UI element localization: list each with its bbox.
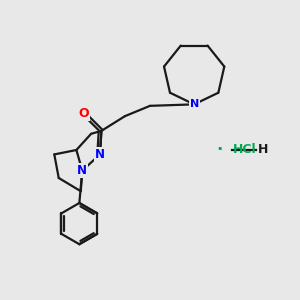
Text: N: N — [77, 164, 87, 177]
Text: ·: · — [216, 141, 222, 159]
Text: N: N — [95, 148, 105, 161]
Text: H: H — [258, 143, 269, 157]
Text: O: O — [78, 107, 89, 120]
Text: N: N — [190, 99, 199, 110]
Text: HCl: HCl — [232, 143, 256, 157]
